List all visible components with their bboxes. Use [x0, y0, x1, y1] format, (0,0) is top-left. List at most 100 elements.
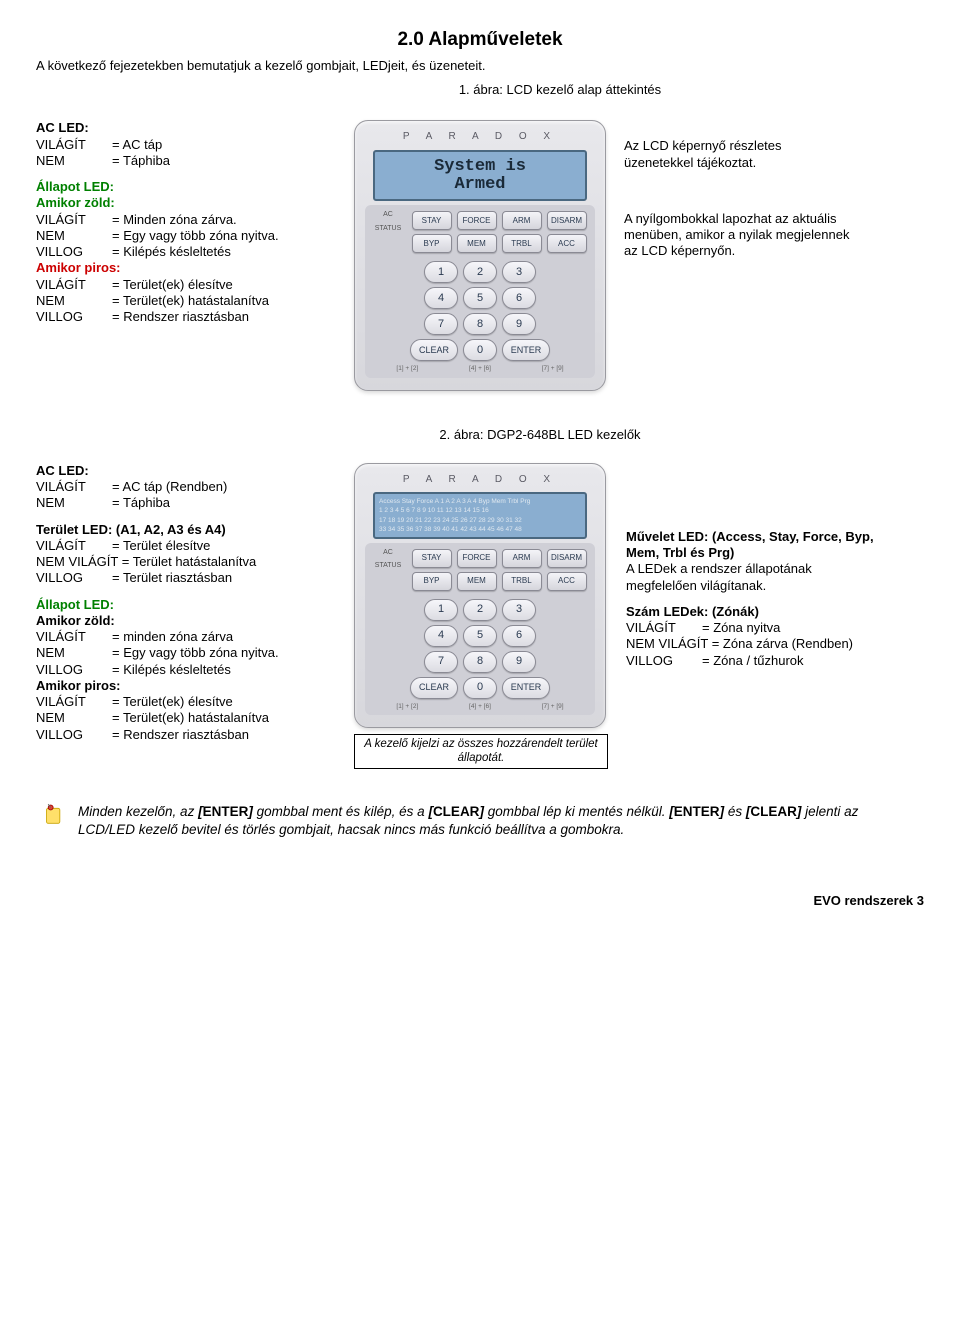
enter-button[interactable]: ENTER [502, 677, 550, 699]
right-desc-2: A nyílgombokkal lapozhat az aktuális men… [624, 211, 854, 260]
kv-val: = Rendszer riasztásban [112, 727, 336, 743]
status-led-head: Állapot LED: [36, 179, 336, 195]
side-status-label: STATUS [371, 562, 405, 570]
lcd-line1: System is [375, 158, 585, 176]
kv-val: = Egy vagy több zóna nyitva. [112, 228, 336, 244]
foot-label: [7] + [9] [542, 703, 564, 711]
fn-disarm-button[interactable]: DISARM [547, 211, 587, 230]
led-panel: Access Stay Force A 1 A 2 A 3 A 4 Byp Me… [373, 492, 587, 538]
fn-disarm-button[interactable]: DISARM [547, 549, 587, 568]
num-9-button[interactable]: 9 [502, 651, 536, 673]
kv-val: = Táphiba [112, 495, 336, 511]
fn-mem-button[interactable]: MEM [457, 572, 497, 591]
num-2-button[interactable]: 2 [463, 261, 497, 283]
kv-key: NEM [36, 293, 106, 309]
red-head: Amikor piros: [36, 260, 336, 276]
status-led-head: Állapot LED: [36, 597, 336, 613]
fn-acc-button[interactable]: ACC [547, 234, 587, 253]
kv-val: = Egy vagy több zóna nyitva. [112, 645, 336, 661]
kv-key: NEM [36, 228, 106, 244]
foot-label: [7] + [9] [542, 365, 564, 373]
kv-key: VILÁGÍT [36, 694, 106, 710]
fn-stay-button[interactable]: STAY [412, 211, 452, 230]
fn-arm-button[interactable]: ARM [502, 211, 542, 230]
num-4-button[interactable]: 4 [424, 625, 458, 647]
kv-key: VILLOG [36, 570, 106, 586]
num-6-button[interactable]: 6 [502, 625, 536, 647]
kv-key: VILÁGÍT [36, 212, 106, 228]
num-4-button[interactable]: 4 [424, 287, 458, 309]
fn-force-button[interactable]: FORCE [457, 549, 497, 568]
foot-label: [4] + [6] [469, 365, 491, 373]
kv-val: = Terület élesítve [112, 538, 336, 554]
fn-force-button[interactable]: FORCE [457, 211, 497, 230]
kv-key: VILÁGÍT [626, 620, 696, 636]
fn-trbl-button[interactable]: TRBL [502, 572, 542, 591]
clear-button[interactable]: CLEAR [410, 677, 458, 699]
foot-label: [4] + [6] [469, 703, 491, 711]
kv-val: = Zóna / tűzhurok [702, 653, 886, 669]
side-ac-label: AC [371, 211, 405, 219]
green-head: Amikor zöld: [36, 195, 336, 211]
num-3-button[interactable]: 3 [502, 261, 536, 283]
kv-key: VILLOG [36, 662, 106, 678]
kv-val: = Terület(ek) hatástalanítva [112, 293, 336, 309]
brand-label: P A R A D O X [365, 474, 595, 487]
kv-val: = Kilépés késleltetés [112, 662, 336, 678]
fn-acc-button[interactable]: ACC [547, 572, 587, 591]
figure1-caption: 1. ábra: LCD kezelő alap áttekintés [36, 82, 924, 98]
num-2-button[interactable]: 2 [463, 599, 497, 621]
num-5-button[interactable]: 5 [463, 287, 497, 309]
fn-stay-button[interactable]: STAY [412, 549, 452, 568]
lcd-screen: System is Armed [373, 150, 587, 202]
pin-note-icon [44, 803, 64, 827]
num-5-button[interactable]: 5 [463, 625, 497, 647]
num-6-button[interactable]: 6 [502, 287, 536, 309]
kv-key: VILÁGÍT [36, 538, 106, 554]
num-8-button[interactable]: 8 [463, 313, 497, 335]
lcd-line2: Armed [375, 176, 585, 194]
fn-arm-button[interactable]: ARM [502, 549, 542, 568]
num-0-button[interactable]: 0 [463, 677, 497, 699]
kv-val: = Terület(ek) hatástalanítva [112, 710, 336, 726]
fn-mem-button[interactable]: MEM [457, 234, 497, 253]
kv-val: = Táphiba [112, 153, 336, 169]
kv-val: = AC táp (Rendben) [112, 479, 336, 495]
ac-led-head: AC LED: [36, 463, 336, 479]
page-title: 2.0 Alapműveletek [36, 28, 924, 52]
figure1-row: AC LED: VILÁGÍT = AC táp NEM = Táphiba Áll… [36, 120, 924, 390]
side-ac-label: AC [371, 549, 405, 557]
fn-byp-button[interactable]: BYP [412, 572, 452, 591]
kv-key: VILÁGÍT [36, 137, 106, 153]
num-7-button[interactable]: 7 [424, 651, 458, 673]
kv-key: VILLOG [626, 653, 696, 669]
num-9-button[interactable]: 9 [502, 313, 536, 335]
fn-trbl-button[interactable]: TRBL [502, 234, 542, 253]
ac-led-head: AC LED: [36, 120, 336, 136]
num-3-button[interactable]: 3 [502, 599, 536, 621]
clear-button[interactable]: CLEAR [410, 339, 458, 361]
kv-key: NEM [36, 495, 106, 511]
kv-key: VILÁGÍT [36, 479, 106, 495]
led-row: 33 34 35 36 37 38 39 40 41 42 43 44 45 4… [379, 525, 581, 534]
green-head: Amikor zöld: [36, 613, 336, 629]
note-row: Minden kezelőn, az [ENTER] gombbal ment … [36, 803, 924, 839]
kv-key: NEM [36, 153, 106, 169]
kv-val: = Kilépés késleltetés [112, 244, 336, 260]
foot-label: [1] + [2] [396, 365, 418, 373]
kv-key: VILÁGÍT [36, 277, 106, 293]
kv-key: NEM [36, 710, 106, 726]
enter-button[interactable]: ENTER [502, 339, 550, 361]
num-0-button[interactable]: 0 [463, 339, 497, 361]
kv-val: = AC táp [112, 137, 336, 153]
kv-key: VILLOG [36, 244, 106, 260]
lcd-keypad: P A R A D O X System is Armed AC STATUS … [354, 120, 606, 390]
num-1-button[interactable]: 1 [424, 261, 458, 283]
led-row: Access Stay Force A 1 A 2 A 3 A 4 Byp Me… [379, 497, 581, 506]
num-7-button[interactable]: 7 [424, 313, 458, 335]
num-8-button[interactable]: 8 [463, 651, 497, 673]
num-1-button[interactable]: 1 [424, 599, 458, 621]
fn-byp-button[interactable]: BYP [412, 234, 452, 253]
kv-val: = minden zóna zárva [112, 629, 336, 645]
page-footer: EVO rendszerek 3 [36, 893, 924, 909]
